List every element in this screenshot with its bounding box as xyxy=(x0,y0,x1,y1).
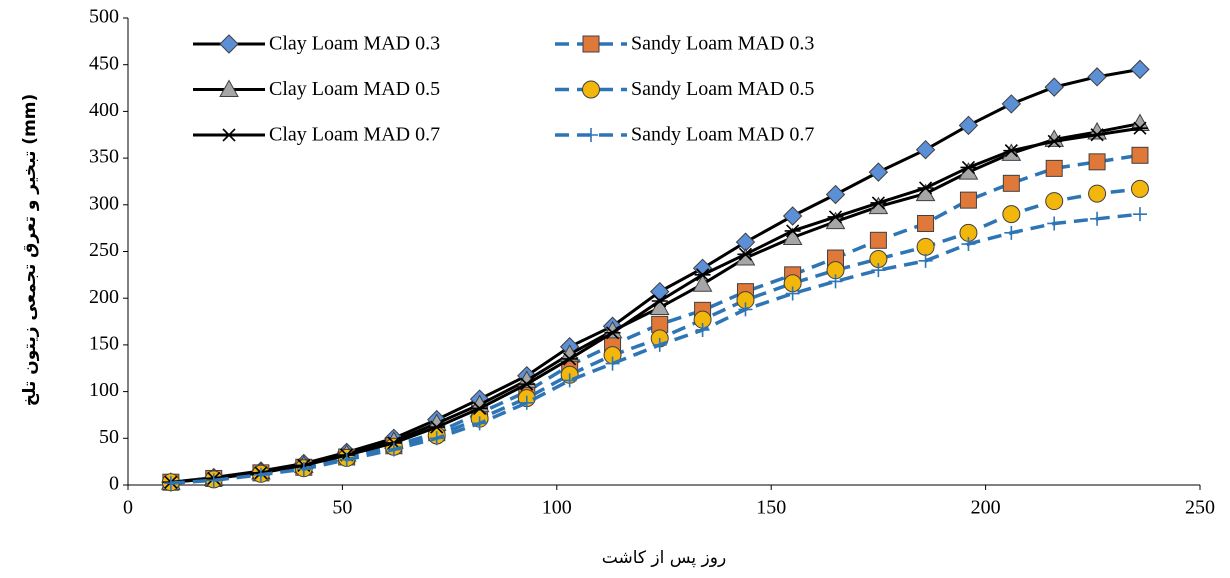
marker xyxy=(519,395,534,410)
legend-label: Clay Loam MAD 0.5 xyxy=(269,78,440,100)
marker xyxy=(219,34,239,54)
marker xyxy=(871,263,886,278)
marker xyxy=(918,253,933,268)
marker xyxy=(561,352,578,366)
marker xyxy=(1130,59,1150,80)
marker xyxy=(1131,146,1149,164)
marker xyxy=(738,302,753,317)
marker xyxy=(694,268,711,282)
legend-label: Clay Loam MAD 0.3 xyxy=(269,33,440,55)
marker xyxy=(1001,94,1022,114)
marker xyxy=(1002,174,1020,192)
marker xyxy=(562,373,577,388)
marker xyxy=(961,237,976,252)
marker xyxy=(868,162,889,182)
marker xyxy=(917,214,935,232)
marker xyxy=(917,181,934,195)
marker xyxy=(428,420,445,434)
marker xyxy=(827,210,844,224)
marker xyxy=(1131,121,1148,135)
y-tick-label: 200 xyxy=(89,286,119,308)
y-tick-label: 50 xyxy=(99,426,119,448)
marker xyxy=(915,139,936,160)
marker xyxy=(253,467,268,482)
marker xyxy=(1132,207,1147,222)
marker xyxy=(828,274,843,289)
x-tick-label: 100 xyxy=(542,497,572,519)
marker xyxy=(1047,216,1062,231)
marker xyxy=(784,224,801,238)
marker xyxy=(1090,211,1105,226)
marker xyxy=(1045,192,1064,211)
marker xyxy=(1045,159,1063,177)
marker xyxy=(785,286,800,301)
marker xyxy=(584,128,598,142)
x-tick-label: 50 xyxy=(332,497,352,519)
x-tick-label: 200 xyxy=(971,497,1001,519)
marker xyxy=(1002,205,1021,224)
y-tick-label: 300 xyxy=(89,192,119,214)
marker xyxy=(1088,184,1107,203)
marker xyxy=(582,35,600,53)
marker xyxy=(1003,144,1020,158)
marker xyxy=(386,442,401,457)
marker xyxy=(782,206,803,226)
marker xyxy=(1044,77,1064,97)
y-tick-label: 100 xyxy=(89,379,119,401)
marker xyxy=(869,231,887,249)
marker xyxy=(339,452,354,467)
y-axis-title: تبخیر و تعرق تجمعی زیتون تلخ (mm) xyxy=(20,94,40,407)
y-tick-label: 250 xyxy=(89,239,119,261)
marker xyxy=(163,476,178,491)
marker xyxy=(206,473,221,488)
marker xyxy=(1004,225,1019,240)
y-tick-label: 0 xyxy=(109,473,119,495)
marker xyxy=(582,80,600,99)
marker xyxy=(959,191,977,209)
x-tick-label: 250 xyxy=(1185,497,1215,519)
marker xyxy=(958,115,979,136)
x-tick-label: 0 xyxy=(123,497,133,519)
x-tick-label: 150 xyxy=(756,497,786,519)
marker xyxy=(604,326,621,340)
marker xyxy=(652,337,667,352)
marker xyxy=(1130,179,1149,198)
marker xyxy=(1046,134,1063,148)
marker xyxy=(296,462,311,477)
marker xyxy=(1087,67,1107,87)
x-axis-title: روز پس از کاشت xyxy=(602,548,726,568)
marker xyxy=(825,184,846,205)
marker xyxy=(692,274,713,292)
marker xyxy=(471,401,488,415)
marker xyxy=(651,294,668,308)
marker xyxy=(695,322,710,337)
y-tick-label: 450 xyxy=(89,52,119,74)
marker xyxy=(219,79,239,97)
marker xyxy=(737,247,754,261)
y-tick-label: 400 xyxy=(89,99,119,121)
legend-label: Sandy Loam MAD 0.3 xyxy=(631,33,814,55)
marker xyxy=(916,237,935,256)
y-tick-label: 350 xyxy=(89,146,119,168)
marker xyxy=(1088,153,1106,171)
marker xyxy=(221,128,237,142)
y-tick-label: 150 xyxy=(89,332,119,354)
legend-label: Sandy Loam MAD 0.5 xyxy=(631,78,814,100)
series-line xyxy=(170,212,1141,485)
marker xyxy=(960,160,977,175)
legend-label: Clay Loam MAD 0.7 xyxy=(269,124,440,146)
marker xyxy=(518,377,535,391)
marker xyxy=(472,416,487,431)
marker xyxy=(429,431,444,446)
legend-label: Sandy Loam MAD 0.7 xyxy=(631,124,814,146)
marker xyxy=(1130,113,1150,132)
marker xyxy=(1089,128,1106,142)
marker xyxy=(870,196,887,210)
y-tick-label: 500 xyxy=(89,6,119,28)
marker xyxy=(605,356,620,371)
